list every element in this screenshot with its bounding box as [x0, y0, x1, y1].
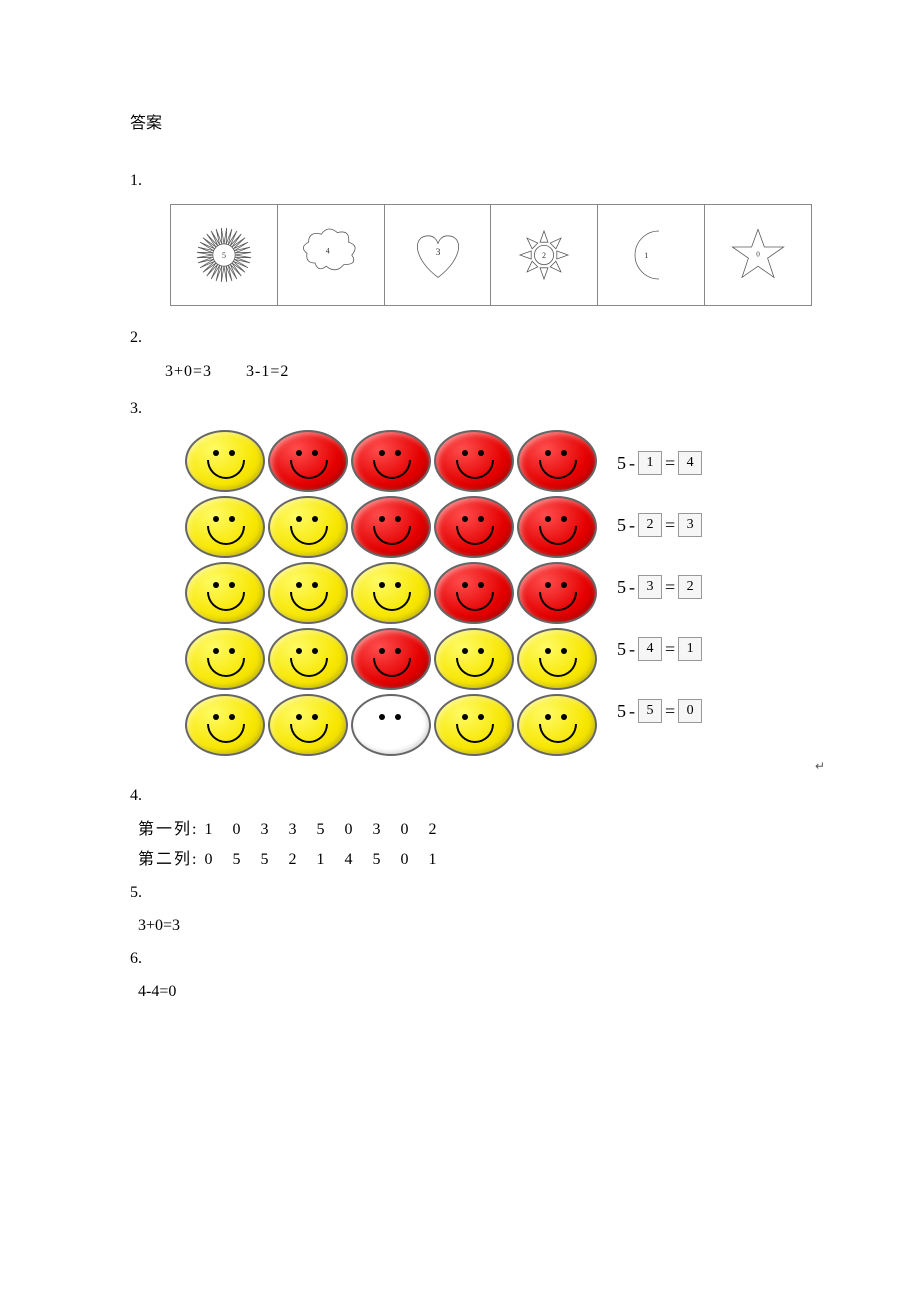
q2-number: 2.	[130, 324, 790, 351]
q5-number: 5.	[130, 879, 790, 906]
page: 答案 1. 5 4 3	[0, 0, 920, 1069]
yellow-face-icon	[434, 694, 514, 756]
q6-answer: 4-4=0	[138, 978, 790, 1005]
yellow-face-icon	[268, 628, 348, 690]
faces-grid	[185, 430, 597, 756]
yellow-face-icon	[268, 562, 348, 624]
yellow-face-icon	[185, 628, 265, 690]
cloud-label: 4	[326, 247, 330, 256]
red-face-icon	[351, 496, 431, 558]
shape-sunburst: 5	[171, 205, 278, 305]
q4-number: 4.	[130, 782, 790, 809]
q5-answer: 3+0=3	[138, 912, 790, 939]
face-row	[185, 562, 597, 624]
yellow-face-icon	[268, 694, 348, 756]
eq-box-b: 2	[638, 513, 662, 537]
q2-answer: 3+0=3 3-1=2	[130, 358, 790, 385]
star-label: 0	[756, 251, 760, 259]
q1-shapes-row: 5 4 3 2	[170, 204, 812, 306]
q3-number: 3.	[130, 395, 790, 422]
face-row	[185, 496, 597, 558]
red-face-icon	[434, 496, 514, 558]
equation-column: 5-1 = 4 5-2 = 3 5-3 = 2 5-4 = 1 5-5 = 0	[617, 430, 702, 732]
q3-block: 5-1 = 4 5-2 = 3 5-3 = 2 5-4 = 1 5-5 = 0	[185, 430, 790, 756]
shape-moon: 1	[598, 205, 705, 305]
yellow-face-icon	[351, 562, 431, 624]
q4-line1-values: 1 0 3 3 5 0 3 0 2	[204, 821, 438, 838]
yellow-face-icon	[268, 496, 348, 558]
q4-line2: 第二列: 0 5 5 2 1 4 5 0 1	[138, 846, 790, 873]
yellow-face-icon	[185, 694, 265, 756]
equation: 5-2 = 3	[617, 504, 702, 546]
page-title: 答案	[130, 110, 790, 137]
equation: 5-4 = 1	[617, 628, 702, 670]
eq-box-b: 3	[638, 575, 662, 599]
red-face-icon	[351, 628, 431, 690]
yellow-face-icon	[517, 628, 597, 690]
q6-number: 6.	[130, 945, 790, 972]
yellow-face-icon	[185, 562, 265, 624]
shape-sun-8: 2	[491, 205, 598, 305]
shape-heart: 3	[385, 205, 492, 305]
yellow-face-icon	[185, 430, 265, 492]
q1-number: 1.	[130, 167, 790, 194]
sunburst-label: 5	[222, 252, 226, 261]
eq-box-b: 1	[638, 451, 662, 475]
q4-line1-label: 第一列:	[138, 821, 198, 838]
eq-box-r: 2	[678, 575, 702, 599]
shape-star: 0	[705, 205, 811, 305]
equation: 5-3 = 2	[617, 566, 702, 608]
face-row	[185, 430, 597, 492]
eq-box-r: 0	[678, 699, 702, 723]
yellow-face-icon	[185, 496, 265, 558]
q4-line2-values: 0 5 5 2 1 4 5 0 1	[204, 851, 438, 868]
yellow-face-icon	[517, 694, 597, 756]
q4-line2-label: 第二列:	[138, 851, 198, 868]
equation: 5-5 = 0	[617, 690, 702, 732]
red-face-icon	[517, 496, 597, 558]
red-face-icon	[434, 430, 514, 492]
empty-face-icon	[351, 694, 431, 756]
face-row	[185, 694, 597, 756]
eq-box-r: 4	[678, 451, 702, 475]
shape-cloud: 4	[278, 205, 385, 305]
red-face-icon	[517, 562, 597, 624]
red-face-icon	[268, 430, 348, 492]
moon-label: 1	[644, 252, 648, 261]
equation: 5-1 = 4	[617, 442, 702, 484]
q4-line1: 第一列: 1 0 3 3 5 0 3 0 2	[138, 816, 790, 843]
sun8-label: 2	[542, 252, 546, 261]
eq-box-b: 5	[638, 699, 662, 723]
face-row	[185, 628, 597, 690]
red-face-icon	[517, 430, 597, 492]
yellow-face-icon	[434, 628, 514, 690]
return-arrow: ↵	[185, 756, 829, 776]
red-face-icon	[434, 562, 514, 624]
eq-box-r: 1	[678, 637, 702, 661]
eq-box-r: 3	[678, 513, 702, 537]
heart-label: 3	[435, 247, 440, 258]
red-face-icon	[351, 430, 431, 492]
eq-box-b: 4	[638, 637, 662, 661]
